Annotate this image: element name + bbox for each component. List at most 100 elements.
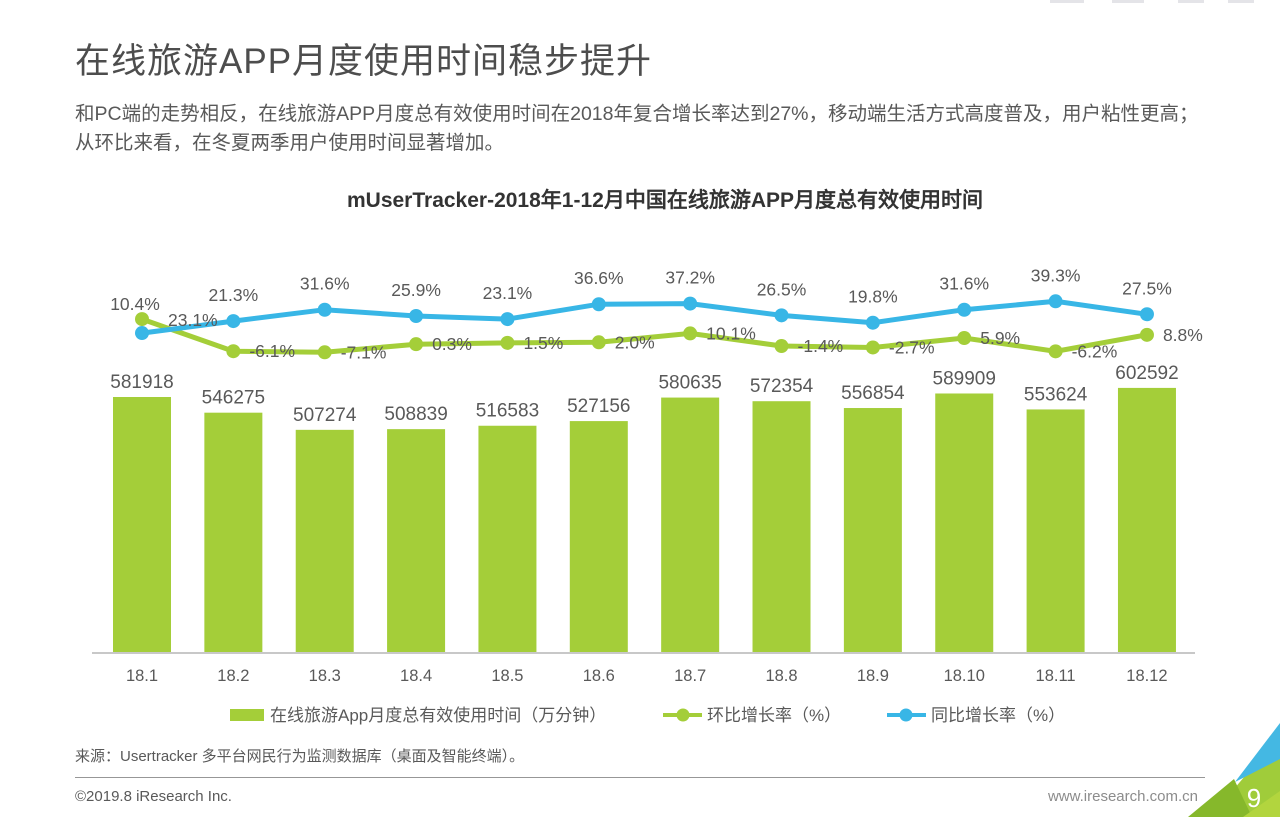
mom-value-label: -1.4% <box>798 336 844 356</box>
yoy-value-label: 23.1% <box>168 310 218 330</box>
yoy-value-label: 21.3% <box>209 285 259 305</box>
mom-line-point <box>500 335 515 350</box>
bar <box>204 412 263 653</box>
yoy-growth-line <box>141 298 1148 336</box>
corner-triangle-blue <box>1235 723 1280 782</box>
x-axis-label: 18.11 <box>1036 667 1076 685</box>
mom-value-label: 2.0% <box>615 332 655 352</box>
bar <box>661 397 720 653</box>
bar-value-label: 527156 <box>567 396 630 417</box>
mom-value-label: -6.1% <box>249 341 295 361</box>
yoy-value-label: 26.5% <box>757 279 807 299</box>
x-axis-label: 18.3 <box>309 667 341 685</box>
page-title: 在线旅游APP月度使用时间稳步提升 <box>75 42 653 82</box>
bar <box>1026 409 1085 653</box>
x-axis-label: 18.10 <box>944 667 985 685</box>
bar-value-label: 507274 <box>293 405 357 426</box>
bar-value-label: 508839 <box>384 404 447 425</box>
mom-line-point <box>1139 327 1154 342</box>
yoy-line-point <box>317 302 332 317</box>
x-axis-label: 18.9 <box>857 667 889 685</box>
mom-value-label: -7.1% <box>341 342 387 362</box>
x-axis-label: 18.4 <box>400 667 432 685</box>
yoy-line-point <box>774 308 789 323</box>
yoy-value-label: 23.1% <box>483 283 533 303</box>
chart-title: mUserTracker-2018年1-12月中国在线旅游APP月度总有效使用时… <box>346 189 984 212</box>
bar <box>387 429 446 653</box>
mom-line-point <box>226 344 241 359</box>
bar-value-label: 516583 <box>476 401 539 422</box>
yoy-line-point <box>591 297 606 312</box>
mom-value-label: 10.1% <box>706 323 756 343</box>
bar <box>113 397 171 653</box>
page-description: 和PC端的走势相反，在线旅游APP月度总有效使用时间在2018年复合增长率达到2… <box>75 102 1199 154</box>
corner-decoration: 9 <box>1188 723 1280 817</box>
corner-triangle-bright-green <box>1243 791 1280 817</box>
x-axis-label: 18.5 <box>491 667 523 685</box>
footer-divider <box>75 777 1205 778</box>
mom-value-label: 5.9% <box>980 328 1020 348</box>
legend-yoy-dot-icon <box>899 708 913 722</box>
yoy-value-label: 31.6% <box>939 274 989 294</box>
legend-yoy-label: 同比增长率（%） <box>931 706 1065 725</box>
source-note: 来源：Usertracker 多平台网民行为监测数据库（桌面及智能终端）。 <box>75 748 525 765</box>
mom-growth-line <box>141 316 1148 355</box>
bar <box>843 408 902 653</box>
x-axis-label: 18.1 <box>126 667 158 685</box>
yoy-value-label: 36.6% <box>574 268 624 288</box>
website-url: www.iresearch.com.cn <box>1047 788 1198 805</box>
legend-bar-label: 在线旅游App月度总有效使用时间（万分钟） <box>270 705 606 725</box>
bar-value-label: 580635 <box>658 373 721 394</box>
yoy-line-point <box>500 312 515 327</box>
bar-value-label: 556854 <box>841 383 905 404</box>
chart-canvas: 581918 546275 507274 508839 516583 527156 5806… <box>92 265 1203 725</box>
x-axis-label: 18.8 <box>765 667 797 685</box>
bar <box>752 401 811 653</box>
mom-value-label: 1.5% <box>523 333 563 353</box>
mom-line-point <box>409 337 424 352</box>
bar-value-label: 602592 <box>1115 363 1178 384</box>
yoy-line-point <box>135 326 149 341</box>
bar-value-label: 589909 <box>933 368 996 389</box>
yoy-line-point <box>226 314 241 329</box>
bar <box>569 421 628 653</box>
x-axis-label: 18.7 <box>674 667 706 685</box>
bar-value-label: 581918 <box>110 372 173 393</box>
mom-line-point <box>317 345 332 360</box>
legend-bar-swatch <box>230 709 264 721</box>
mom-line-point <box>1048 344 1063 359</box>
mom-line-point <box>683 326 698 341</box>
bar-value-label: 553624 <box>1024 384 1088 405</box>
mom-line-point <box>591 335 606 350</box>
yoy-value-label: 19.8% <box>848 287 898 307</box>
bar <box>295 429 354 653</box>
x-axis-label: 18.12 <box>1126 667 1167 685</box>
mom-value-label: 10.4% <box>110 294 160 314</box>
yoy-line-point <box>409 309 424 324</box>
yoy-value-label: 25.9% <box>391 280 441 300</box>
legend-mom-dot-icon <box>676 708 690 722</box>
yoy-line-point <box>865 315 880 330</box>
mom-line-point <box>135 312 149 327</box>
legend-mom-label: 环比增长率（%） <box>707 706 841 725</box>
yoy-value-label: 39.3% <box>1031 265 1081 285</box>
bar <box>935 393 994 653</box>
mom-value-label: 0.3% <box>432 334 472 354</box>
yoy-line-point <box>683 296 698 311</box>
yoy-line-point <box>1139 307 1154 322</box>
mom-line-point <box>774 339 789 354</box>
yoy-value-label: 27.5% <box>1122 278 1172 298</box>
yoy-line-point <box>1048 294 1063 309</box>
cropped-header-artifact <box>1228 0 1254 3</box>
copyright-text: ©2019.8 iResearch Inc. <box>75 788 232 805</box>
yoy-value-label: 37.2% <box>665 268 715 288</box>
cropped-header-artifact <box>1178 0 1204 3</box>
x-axis-label: 18.2 <box>217 667 249 685</box>
yoy-line-point <box>957 302 972 317</box>
cropped-header-artifact <box>1112 0 1144 3</box>
mom-value-label: -6.2% <box>1072 341 1118 361</box>
bar-value-label: 572354 <box>750 376 814 397</box>
mom-line-point <box>865 340 880 355</box>
cropped-header-artifact <box>1050 0 1084 3</box>
mom-line-point <box>957 331 972 346</box>
